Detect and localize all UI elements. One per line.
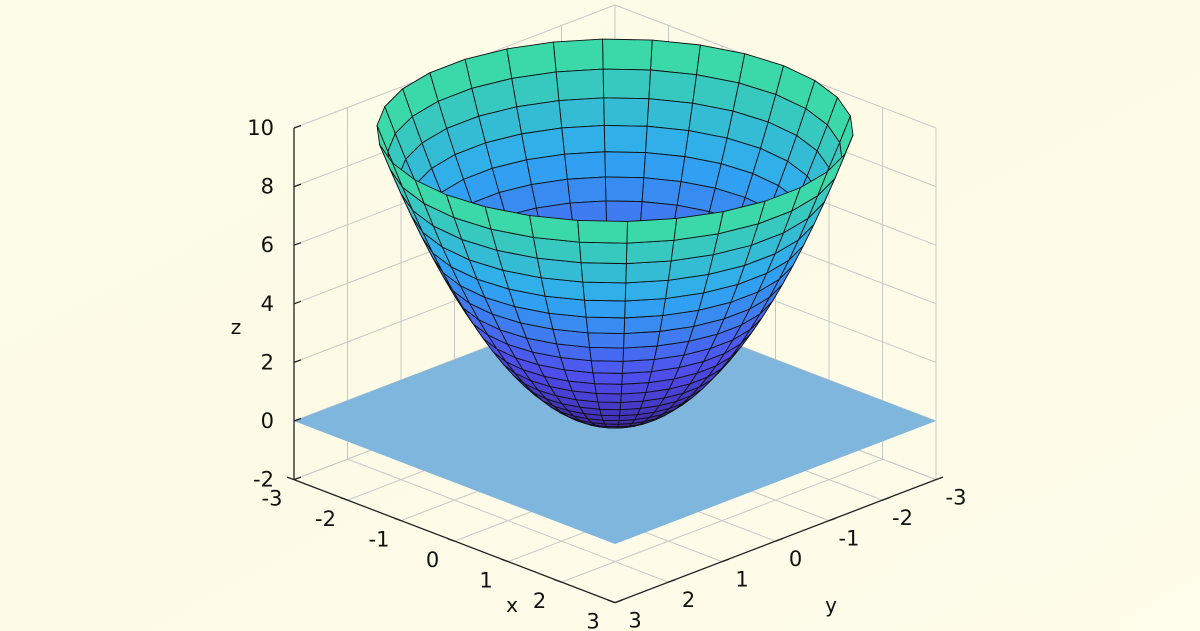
x-tick	[882, 496, 890, 501]
surface-face	[641, 177, 682, 206]
surface-face	[599, 408, 621, 417]
surface-face	[625, 239, 675, 265]
surface-face	[584, 299, 626, 319]
surface-face	[594, 383, 623, 395]
y-tick	[447, 537, 455, 542]
z-tick	[293, 476, 302, 481]
surface-face	[623, 330, 661, 349]
surface-face	[625, 260, 672, 284]
surface-face	[529, 215, 580, 243]
y-tick-label: -1	[369, 528, 390, 552]
surface-face	[566, 176, 607, 204]
surface-face	[622, 345, 658, 362]
surface-face	[600, 414, 620, 422]
x-tick	[935, 476, 944, 481]
surface-face	[587, 332, 625, 349]
surface-face	[603, 97, 650, 127]
surface-face	[646, 98, 694, 131]
surface-plot	[294, 38, 936, 544]
surface-face	[603, 124, 648, 154]
surface-face	[604, 176, 645, 203]
surface-face	[623, 315, 664, 334]
x-tick	[614, 599, 623, 604]
surface-face	[577, 220, 628, 244]
surface-face	[564, 151, 606, 180]
surface-face	[602, 38, 653, 71]
z-tick	[293, 359, 302, 364]
z-tick-label: 10	[247, 116, 274, 140]
y-tick	[286, 476, 295, 481]
z-tick-label: 8	[261, 175, 274, 199]
x-tick	[828, 517, 837, 522]
x-axis-label: x	[506, 593, 518, 617]
surface-face	[626, 218, 678, 244]
z-axis-label: z	[231, 315, 242, 339]
y-tick-label: 0	[426, 548, 439, 572]
surface-face	[592, 372, 623, 385]
x-tick-label: -2	[892, 506, 913, 530]
surface-face	[585, 316, 626, 334]
surface-face	[589, 346, 624, 362]
y-tick-label: 1	[479, 569, 492, 593]
surface-face	[645, 125, 690, 158]
y-tick	[393, 517, 402, 522]
z-tick-label: 4	[261, 292, 274, 316]
z-tick	[293, 183, 302, 188]
x-tick-label: 3	[628, 609, 641, 631]
surface-face	[595, 392, 622, 403]
y-tick-label: -2	[315, 507, 336, 531]
surface-face	[602, 68, 652, 100]
surface-face	[624, 279, 669, 302]
surface-face	[590, 360, 624, 374]
y-tick	[340, 496, 348, 501]
z-tick-label: 0	[261, 409, 274, 433]
x-tick-label: -1	[839, 527, 860, 551]
surface-face	[621, 358, 655, 374]
x-tick	[775, 537, 783, 542]
y-tick	[607, 599, 616, 604]
grid-line	[347, 458, 669, 583]
z-tick-label: -2	[253, 468, 274, 492]
surface-face	[561, 124, 606, 155]
surface-face	[555, 68, 605, 101]
z-tick-label: 2	[261, 350, 274, 374]
x-tick-label: 0	[789, 547, 802, 571]
surface-face	[558, 97, 605, 129]
surface-face	[597, 401, 622, 411]
z-tick	[293, 124, 302, 129]
surface-face	[552, 38, 604, 73]
y-tick	[554, 578, 562, 583]
surface-face	[650, 39, 701, 76]
y-tick	[500, 558, 509, 563]
z-tick	[293, 242, 302, 246]
surface-face	[580, 262, 627, 284]
x-tick-label: -3	[946, 486, 967, 510]
y-axis-label: y	[825, 593, 837, 617]
x-tick-label: 2	[682, 588, 695, 612]
x-tick-label: 1	[735, 568, 748, 592]
axis-lines	[286, 124, 944, 604]
surface-face	[648, 69, 697, 104]
z-tick	[293, 300, 302, 305]
y-tick-label: 2	[533, 589, 546, 613]
x-tick	[668, 578, 676, 583]
y-tick-label: 3	[586, 610, 599, 631]
surface-face	[578, 241, 628, 265]
y-tick-label: -3	[262, 487, 283, 511]
surface-face	[643, 152, 686, 182]
surface-face	[604, 151, 646, 179]
surface-face	[582, 281, 627, 302]
z-tick	[293, 417, 302, 422]
surface-face	[624, 298, 666, 319]
x-tick	[721, 558, 730, 563]
z-tick-label: 6	[261, 233, 274, 257]
